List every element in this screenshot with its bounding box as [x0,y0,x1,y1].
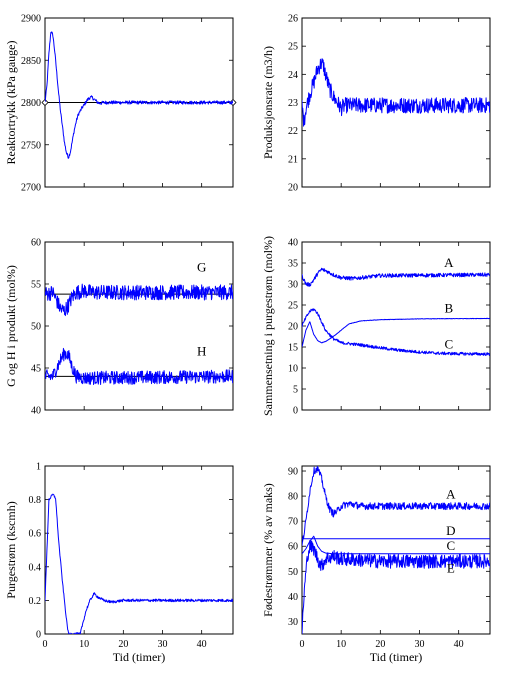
y-tick-label: 50 [288,567,298,578]
y-axis-label: Fødestrømmer (% av maks) [261,483,275,617]
x-tick-label: 40 [197,639,207,650]
x-tick-label: 10 [79,639,89,650]
chart-panel-production-rate: 20 21 22 23 24 25 26 Produksjonsrate (m3/h) [261,14,491,194]
series-line-0 [302,58,490,127]
series-line-C [302,535,490,555]
series-line-0 [45,283,233,317]
x-tick-label: 0 [300,639,305,650]
y-tick-label: 21 [288,154,298,165]
series-line-A [302,466,490,546]
y-tick-label: 50 [31,322,41,333]
series-annotation: A [444,255,454,270]
y-axis-label: Produksjonsrate (m3/h) [261,46,275,159]
y-tick-label: 0.8 [29,495,42,506]
y-tick-label: 2750 [21,140,41,151]
y-tick-label: 30 [288,617,298,628]
y-tick-label: 25 [288,42,298,53]
chart-panel-reactor-pressure: 2700 2750 2800 2850 2900 Reaktortrykk (kPa ga… [4,14,237,194]
y-axis-label: Reaktortrykk (kPa gauge) [4,41,18,165]
y-tick-label: 0 [36,630,41,641]
y-tick-label: 70 [288,517,298,528]
series-line-0 [45,31,233,159]
x-tick-label: 20 [375,639,385,650]
y-tick-label: 5 [293,385,298,396]
y-tick-label: 40 [31,406,41,417]
x-axis-label: Tid (timer) [113,650,166,664]
y-tick-label: 15 [288,343,298,354]
x-tick-label: 30 [415,639,425,650]
y-tick-label: 20 [288,322,298,333]
series-annotation: D [446,523,455,538]
y-axis-label: Sammensetning i purgestrøm (mol%) [261,236,275,416]
y-tick-label: 60 [31,238,41,249]
series-annotation: H [197,343,206,358]
x-axis-label: Tid (timer) [370,650,423,664]
chart-panel-purge-flow: 0 10 20 30 40 0 0.2 0.4 0.6 0.8 1 Purgestrøm (kscmh… [4,462,234,664]
series-line-B [302,317,490,347]
setpoint-marker [41,98,49,107]
series-line-A [302,267,490,287]
x-tick-label: 30 [158,639,168,650]
y-tick-label: 24 [288,70,298,81]
y-tick-label: 35 [288,259,298,270]
y-tick-label: 23 [288,98,298,109]
y-tick-label: 2800 [21,98,41,109]
y-tick-label: 55 [31,280,41,291]
y-tick-label: 22 [288,126,298,137]
y-tick-label: 40 [288,592,298,603]
y-tick-label: 2850 [21,56,41,67]
x-tick-label: 0 [43,639,48,650]
series-line-C [302,308,490,356]
y-tick-label: 0.4 [29,562,42,573]
series-annotation: A [446,487,456,502]
series-line-E [302,539,490,634]
chart-panel-g-h-product: 40 45 50 55 60 G og H i produkt (mol%) G H [4,238,234,417]
y-tick-label: 45 [31,364,41,375]
chart-panel-feed-flows: 0 10 20 30 40 30 40 50 60 70 80 90 Fødestrømmer (% a… [261,465,491,664]
y-tick-label: 0.2 [29,596,42,607]
y-tick-label: 2700 [21,183,41,194]
y-axis-label: Purgestrøm (kscmh) [4,501,18,598]
axes-frame [301,241,491,411]
series-annotation: C [446,538,455,553]
axes-frame [301,465,491,635]
y-tick-label: 40 [288,238,298,249]
y-tick-label: 30 [288,280,298,291]
chart-panel-purge-composition: 0 5 10 15 20 25 30 35 40 Sammensetning i purgestr… [261,236,491,417]
series-line-1 [45,347,233,386]
series-annotation: E [447,561,455,576]
x-tick-label: 20 [118,639,128,650]
y-tick-label: 2900 [21,14,41,25]
y-tick-label: 0.6 [29,529,42,540]
y-tick-label: 10 [288,364,298,375]
y-tick-label: 90 [288,467,298,478]
y-axis-label: G og H i produkt (mol%) [4,265,18,387]
series-annotation: G [197,259,206,274]
y-tick-label: 20 [288,183,298,194]
series-annotation: C [445,337,454,352]
y-tick-label: 25 [288,301,298,312]
series-line-0 [45,493,233,634]
y-tick-label: 0 [293,406,298,417]
axes-frame [44,465,234,635]
y-tick-label: 60 [288,542,298,553]
y-tick-label: 80 [288,492,298,503]
x-tick-label: 10 [336,639,346,650]
y-tick-label: 26 [288,14,298,25]
x-tick-label: 40 [454,639,464,650]
series-annotation: B [445,301,454,316]
y-tick-label: 1 [36,462,41,473]
